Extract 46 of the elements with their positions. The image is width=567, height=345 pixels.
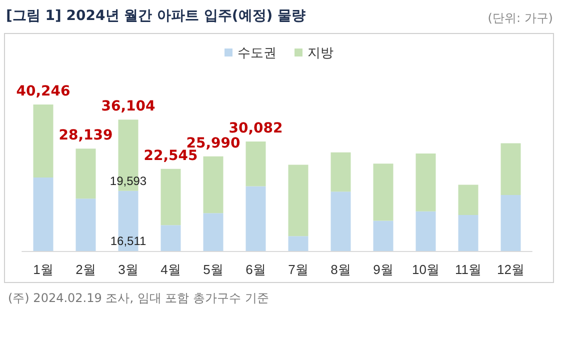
bar	[33, 177, 54, 251]
bar	[500, 194, 521, 251]
bar	[203, 213, 224, 251]
x-tick-label: 6월	[246, 262, 266, 277]
text: (주) 2024.02.19 조사, 임대 포함 총가구수 기준	[8, 290, 269, 307]
total-label: 30,082	[228, 120, 283, 136]
chart-title: [그림 1] 2024년 월간 아파트 입주(예정) 물량	[6, 7, 306, 25]
legend-label: 수도권	[238, 45, 276, 60]
x-tick-label: 4월	[160, 262, 181, 277]
legend-label: 지방	[308, 45, 334, 60]
bar	[458, 214, 478, 251]
bar	[416, 211, 436, 251]
total-label: 40,246	[16, 84, 70, 100]
x-tick-label: 7월	[288, 262, 308, 277]
x-tick-label: 1월	[33, 262, 54, 277]
x-tick-label: 9월	[373, 262, 394, 277]
bar	[33, 104, 54, 178]
bar	[76, 148, 96, 199]
bar	[458, 184, 478, 215]
data-label: 16,511	[110, 234, 146, 248]
bar	[76, 198, 96, 251]
bar	[160, 225, 181, 251]
x-tick-label: 10월	[412, 262, 440, 277]
x-tick-label: 12월	[497, 262, 524, 277]
bar	[288, 164, 308, 236]
bar	[330, 152, 351, 192]
bar	[246, 186, 266, 251]
x-tick-label: 5월	[203, 262, 224, 277]
total-label: 22,545	[144, 148, 198, 164]
bar	[246, 142, 266, 186]
x-tick-label: 11월	[455, 262, 482, 277]
bar	[203, 156, 224, 214]
bar	[416, 153, 436, 212]
total-label: 36,104	[101, 98, 156, 115]
x-tick-label: 8월	[330, 262, 351, 277]
bar	[330, 192, 351, 251]
x-tick-label: 2월	[76, 262, 96, 277]
bar	[500, 143, 521, 195]
bar	[373, 220, 394, 251]
x-tick-label: 3월	[118, 262, 138, 277]
text: (단위: 가구)	[488, 10, 553, 27]
bar	[160, 168, 181, 226]
bar	[373, 164, 394, 221]
data-label: 19,593	[110, 174, 147, 188]
bar	[288, 236, 308, 251]
total-label: 28,139	[58, 128, 113, 144]
